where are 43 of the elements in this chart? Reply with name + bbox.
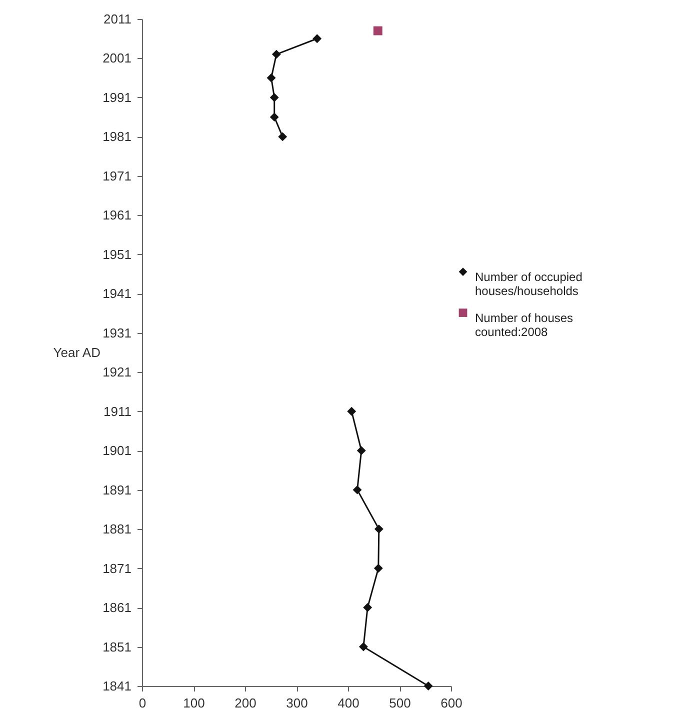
y-tick-label: 1881 (102, 522, 132, 537)
point (363, 603, 372, 612)
point (347, 406, 356, 416)
x-tick-label: 500 (389, 696, 411, 710)
y-tick-label: 1851 (102, 639, 132, 654)
x-tick-label: 0 (138, 696, 146, 710)
y-tick-label: 1921 (102, 364, 132, 380)
point (278, 132, 288, 142)
point (270, 93, 279, 102)
point (373, 26, 382, 36)
point (424, 682, 433, 690)
point (358, 642, 368, 652)
x-tick-label: 100 (183, 696, 205, 710)
point (374, 564, 383, 573)
y-tick-label: 1911 (104, 404, 132, 419)
y-tick-label: 1841 (102, 678, 132, 694)
point (356, 446, 366, 456)
y-tick-label: 2011 (104, 12, 132, 26)
point (266, 73, 276, 82)
point (374, 524, 384, 534)
y-tick-label: 1891 (102, 482, 132, 498)
y-tick-label: 1901 (102, 443, 132, 458)
legend-label: Number of occupied houses/households (475, 270, 582, 298)
y-tick-label: 1991 (102, 90, 132, 105)
y-tick-label: 1941 (102, 286, 132, 302)
point (270, 112, 279, 122)
x-tick-label: 600 (440, 696, 462, 710)
y-axis-title: Year AD (53, 345, 100, 360)
y-tick-label: 1961 (102, 208, 132, 223)
legend-label: Number of houses counted:2008 (475, 310, 574, 339)
y-tick-label: 1871 (102, 560, 132, 576)
y-tick-label: 1981 (102, 129, 132, 144)
point (272, 50, 281, 59)
y-tick-label: 1971 (102, 168, 132, 184)
x-tick-label: 400 (338, 696, 360, 710)
x-tick-label: 300 (286, 696, 308, 710)
y-tick-label: 2001 (102, 50, 132, 66)
point (352, 485, 362, 494)
y-tick-label: 1931 (102, 325, 132, 340)
x-tick-label: 200 (234, 696, 256, 710)
y-tick-label: 1861 (102, 600, 132, 616)
point (312, 34, 322, 44)
y-tick-label: 1951 (102, 246, 132, 262)
